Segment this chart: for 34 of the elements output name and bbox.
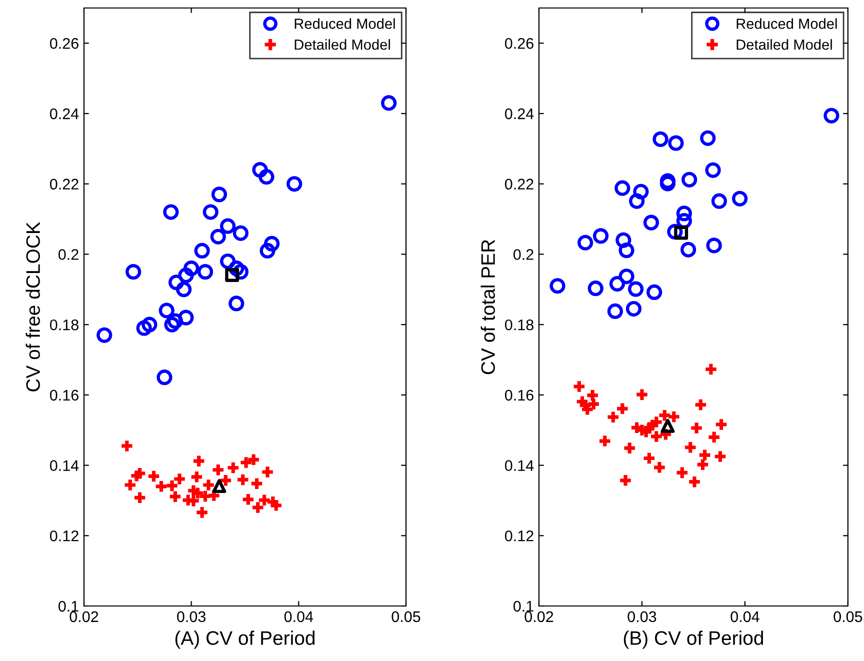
- y-tick-label: 0.26: [504, 38, 534, 49]
- y-axis-title: CV of free dCLOCK: [26, 222, 40, 392]
- y-tick-label: 0.1: [58, 600, 78, 612]
- legend-label: Reduced Model: [736, 18, 837, 29]
- y-tick-label: 0.18: [50, 319, 78, 330]
- y-tick-label: 0.2: [513, 249, 534, 260]
- y-tick-label: 0.26: [50, 38, 78, 49]
- y-tick-label: 0.24: [504, 108, 534, 120]
- x-tick-label: 0.05: [834, 611, 862, 622]
- y-tick-label: 0.14: [504, 460, 534, 471]
- x-axis-title: (A) CV of Period: [175, 630, 315, 649]
- y-tick-label: 0.1: [513, 600, 534, 612]
- y-axis-title: CV of total PER: [480, 240, 495, 374]
- x-tick-label: 0.03: [177, 611, 206, 622]
- y-tick-label: 0.2: [58, 249, 78, 260]
- x-tick-label: 0.02: [524, 611, 554, 622]
- x-tick-label: 0.04: [284, 611, 314, 622]
- y-tick-label: 0.18: [504, 319, 534, 330]
- x-tick-label: 0.05: [392, 611, 420, 622]
- y-tick-label: 0.12: [50, 530, 78, 542]
- x-tick-label: 0.04: [730, 611, 760, 622]
- legend-label: Reduced Model: [294, 18, 395, 29]
- x-axis-title: (B) CV of Period: [624, 630, 763, 649]
- y-tick-label: 0.22: [50, 178, 78, 190]
- legend-label: Detailed Model: [294, 39, 390, 50]
- legend-label: Detailed Model: [736, 39, 832, 50]
- y-tick-label: 0.24: [50, 108, 79, 120]
- y-tick-label: 0.12: [504, 530, 534, 542]
- x-tick-label: 0.02: [70, 611, 98, 622]
- y-tick-label: 0.16: [50, 390, 78, 401]
- y-tick-label: 0.16: [504, 390, 534, 401]
- y-tick-label: 0.14: [50, 460, 79, 471]
- x-tick-label: 0.03: [628, 611, 656, 622]
- y-tick-label: 0.22: [504, 178, 534, 190]
